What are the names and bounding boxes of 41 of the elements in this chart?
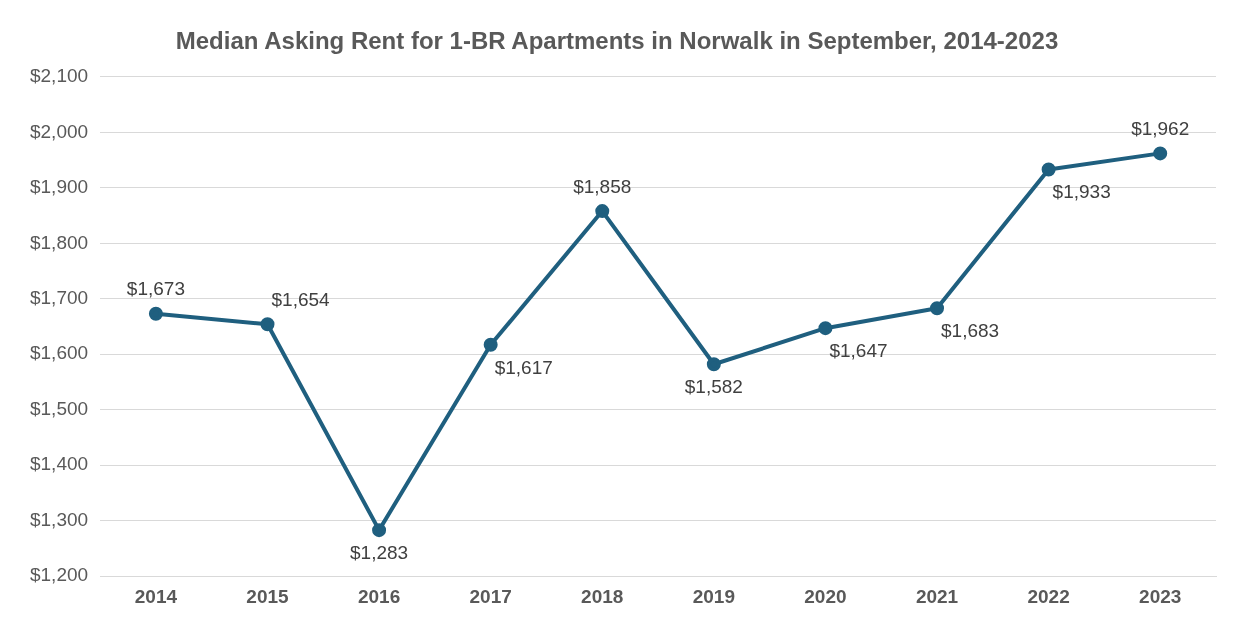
x-tick-label: 2014: [134, 585, 178, 607]
chart-title: Median Asking Rent for 1-BR Apartments in Norwalk in September, 2014-2023: [175, 27, 1059, 55]
data-label: $1,933: [1052, 181, 1111, 203]
data-label: $1,617: [494, 356, 553, 378]
y-tick-label: $1,800: [29, 231, 89, 253]
data-label: $1,683: [941, 319, 1000, 341]
point: [372, 523, 387, 538]
y-tick-label: $2,100: [29, 65, 89, 87]
point: [260, 317, 275, 332]
y-tick-label: $1,600: [29, 342, 89, 364]
point: [1153, 146, 1168, 161]
y-tick-label: $1,400: [29, 453, 89, 475]
x-tick-label: 2021: [915, 585, 959, 607]
x-tick-label: 2015: [246, 585, 290, 607]
data-label: $1,673: [126, 278, 185, 300]
data-label: $1,647: [829, 339, 888, 361]
x-tick-label: 2020: [804, 585, 847, 607]
x-tick-label: 2022: [1027, 585, 1070, 607]
data-label: $1,283: [350, 541, 409, 563]
y-tick-label: $1,200: [29, 564, 89, 586]
data-label: $1,858: [573, 175, 632, 197]
x-tick-label: 2016: [357, 585, 401, 607]
y-tick-label: $1,900: [29, 176, 89, 198]
point: [818, 321, 833, 336]
y-tick-label: $1,300: [29, 508, 89, 530]
point: [148, 306, 163, 321]
x-tick-label: 2023: [1139, 585, 1182, 607]
x-tick-label: 2017: [469, 585, 512, 607]
point: [930, 301, 945, 316]
x-tick-label: 2018: [581, 585, 624, 607]
data-label: $1,654: [271, 289, 331, 311]
y-tick-label: $1,700: [29, 286, 89, 308]
point: [595, 204, 610, 219]
y-tick-label: $2,000: [29, 120, 89, 142]
point: [1041, 162, 1056, 177]
data-label: $1,962: [1131, 118, 1190, 140]
data-label: $1,582: [684, 375, 743, 397]
point: [706, 357, 721, 372]
y-tick-label: $1,500: [29, 397, 89, 419]
point: [483, 337, 498, 352]
x-tick-label: 2019: [692, 585, 735, 607]
